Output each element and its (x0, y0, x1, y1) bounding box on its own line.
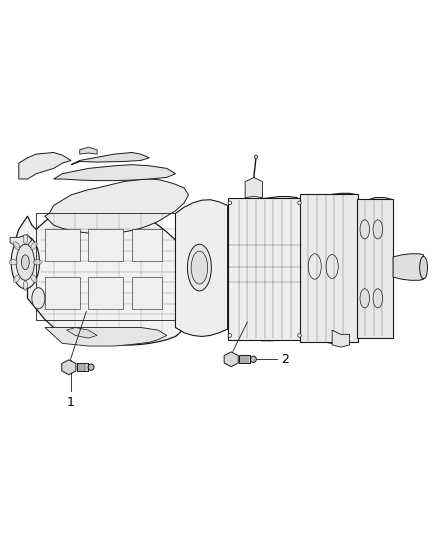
Polygon shape (228, 197, 297, 341)
Ellipse shape (14, 275, 20, 282)
Polygon shape (45, 327, 167, 346)
Polygon shape (67, 327, 97, 338)
Text: 1: 1 (67, 397, 74, 409)
Polygon shape (224, 352, 238, 367)
Polygon shape (302, 193, 358, 343)
FancyBboxPatch shape (300, 195, 358, 342)
Ellipse shape (254, 155, 258, 158)
Ellipse shape (88, 364, 94, 370)
Polygon shape (62, 360, 76, 375)
Ellipse shape (11, 236, 39, 289)
Ellipse shape (251, 356, 256, 362)
Ellipse shape (31, 242, 37, 249)
FancyBboxPatch shape (88, 277, 123, 309)
FancyBboxPatch shape (132, 229, 162, 261)
Polygon shape (245, 177, 262, 198)
Text: 2: 2 (281, 353, 289, 366)
Ellipse shape (298, 201, 301, 205)
Polygon shape (53, 165, 176, 181)
FancyBboxPatch shape (357, 199, 393, 338)
Ellipse shape (191, 251, 208, 284)
Ellipse shape (187, 244, 212, 291)
Ellipse shape (228, 201, 232, 205)
FancyBboxPatch shape (45, 277, 80, 309)
Polygon shape (14, 202, 193, 345)
FancyBboxPatch shape (228, 198, 302, 340)
Ellipse shape (373, 289, 383, 308)
Ellipse shape (360, 220, 370, 239)
Ellipse shape (373, 220, 383, 239)
Ellipse shape (31, 275, 37, 282)
Ellipse shape (9, 260, 17, 265)
Ellipse shape (34, 260, 42, 265)
Polygon shape (45, 179, 188, 233)
Polygon shape (176, 200, 228, 336)
FancyBboxPatch shape (45, 229, 80, 261)
Ellipse shape (420, 256, 427, 279)
Polygon shape (19, 152, 71, 179)
Ellipse shape (360, 289, 370, 308)
Ellipse shape (16, 244, 35, 280)
Ellipse shape (14, 242, 20, 249)
Polygon shape (332, 330, 350, 347)
FancyBboxPatch shape (239, 355, 251, 364)
Polygon shape (71, 152, 149, 165)
Ellipse shape (21, 255, 29, 270)
Polygon shape (393, 254, 424, 280)
Polygon shape (80, 147, 97, 154)
Ellipse shape (228, 334, 232, 337)
Ellipse shape (23, 234, 28, 244)
Polygon shape (10, 235, 32, 248)
Ellipse shape (23, 281, 28, 290)
Ellipse shape (32, 288, 45, 309)
Ellipse shape (298, 334, 301, 337)
FancyBboxPatch shape (88, 229, 123, 261)
FancyBboxPatch shape (77, 363, 88, 372)
FancyBboxPatch shape (132, 277, 162, 309)
Polygon shape (358, 198, 393, 338)
